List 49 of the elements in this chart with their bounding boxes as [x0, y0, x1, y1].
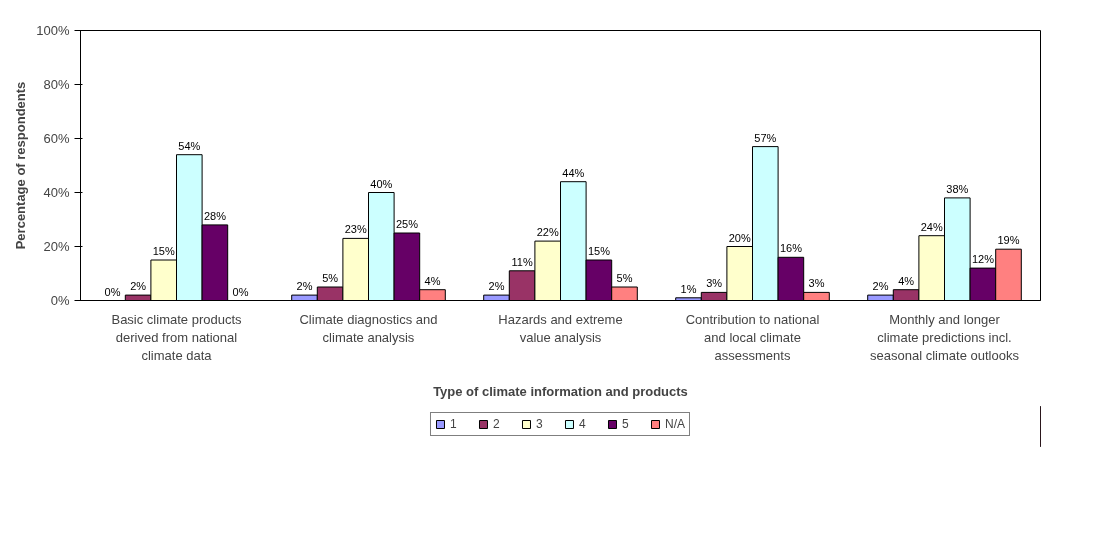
data-label: 5% [322, 272, 339, 284]
data-label: 12% [971, 253, 995, 266]
data-label: 54% [178, 139, 201, 152]
data-label: 2% [130, 280, 147, 293]
data-label: 57% [754, 131, 777, 144]
data-label: 15% [152, 245, 175, 257]
data-label: 11% [511, 255, 533, 268]
data-label: 5% [616, 272, 633, 284]
data-label: 3% [706, 277, 723, 290]
data-label: 20% [728, 231, 751, 244]
data-label: 44% [562, 166, 585, 179]
data-label: 2% [296, 280, 313, 293]
y-tick-label: 80% [43, 77, 70, 92]
data-label: 40% [370, 177, 393, 190]
data-label: 22% [536, 226, 559, 239]
y-tick-label: 0% [50, 293, 70, 308]
x-tick-label: Climate diagnostics and climate analysis [299, 311, 438, 345]
data-label: 24% [920, 220, 943, 233]
data-label: 16% [779, 242, 803, 255]
x-tick-label: Monthly and longer climate predictions incl. seasonal climate outlooks [870, 311, 1020, 363]
data-label: 0% [232, 285, 249, 298]
data-label: 1% [680, 282, 697, 295]
y-tick-label: 20% [43, 239, 70, 254]
x-tick-label: Contribution to national and local climate assessments [685, 311, 820, 363]
data-label: 3% [808, 277, 825, 290]
y-axis-title: Percentage of respondents [13, 81, 29, 250]
data-label: 15% [587, 245, 611, 257]
data-label: 25% [395, 218, 419, 230]
data-label: 23% [344, 223, 367, 236]
x-tick-label: Basic climate products derived from national climate data [111, 311, 243, 363]
legend-label: 3 [535, 417, 544, 431]
y-tick-label: 40% [43, 185, 70, 200]
data-label: 0% [104, 285, 121, 298]
y-tick-label: 60% [43, 131, 70, 146]
y-tick-label: 100% [36, 23, 70, 38]
legend-label: N/A [664, 417, 686, 431]
legend-label: 4 [578, 417, 587, 431]
x-axis-title: Type of climate information and products [433, 383, 688, 399]
legend-label: 2 [492, 417, 501, 431]
data-label: 2% [488, 280, 505, 293]
data-label: 38% [946, 182, 969, 195]
legend-label: 1 [449, 417, 458, 431]
legend-label: 5 [621, 417, 630, 431]
x-tick-label: Hazards and extreme value analysis [498, 311, 623, 345]
data-label: 19% [997, 234, 1020, 247]
data-label: 4% [898, 274, 915, 287]
data-label: 28% [203, 209, 227, 222]
data-label: 2% [872, 280, 889, 293]
data-label: 4% [424, 274, 441, 287]
